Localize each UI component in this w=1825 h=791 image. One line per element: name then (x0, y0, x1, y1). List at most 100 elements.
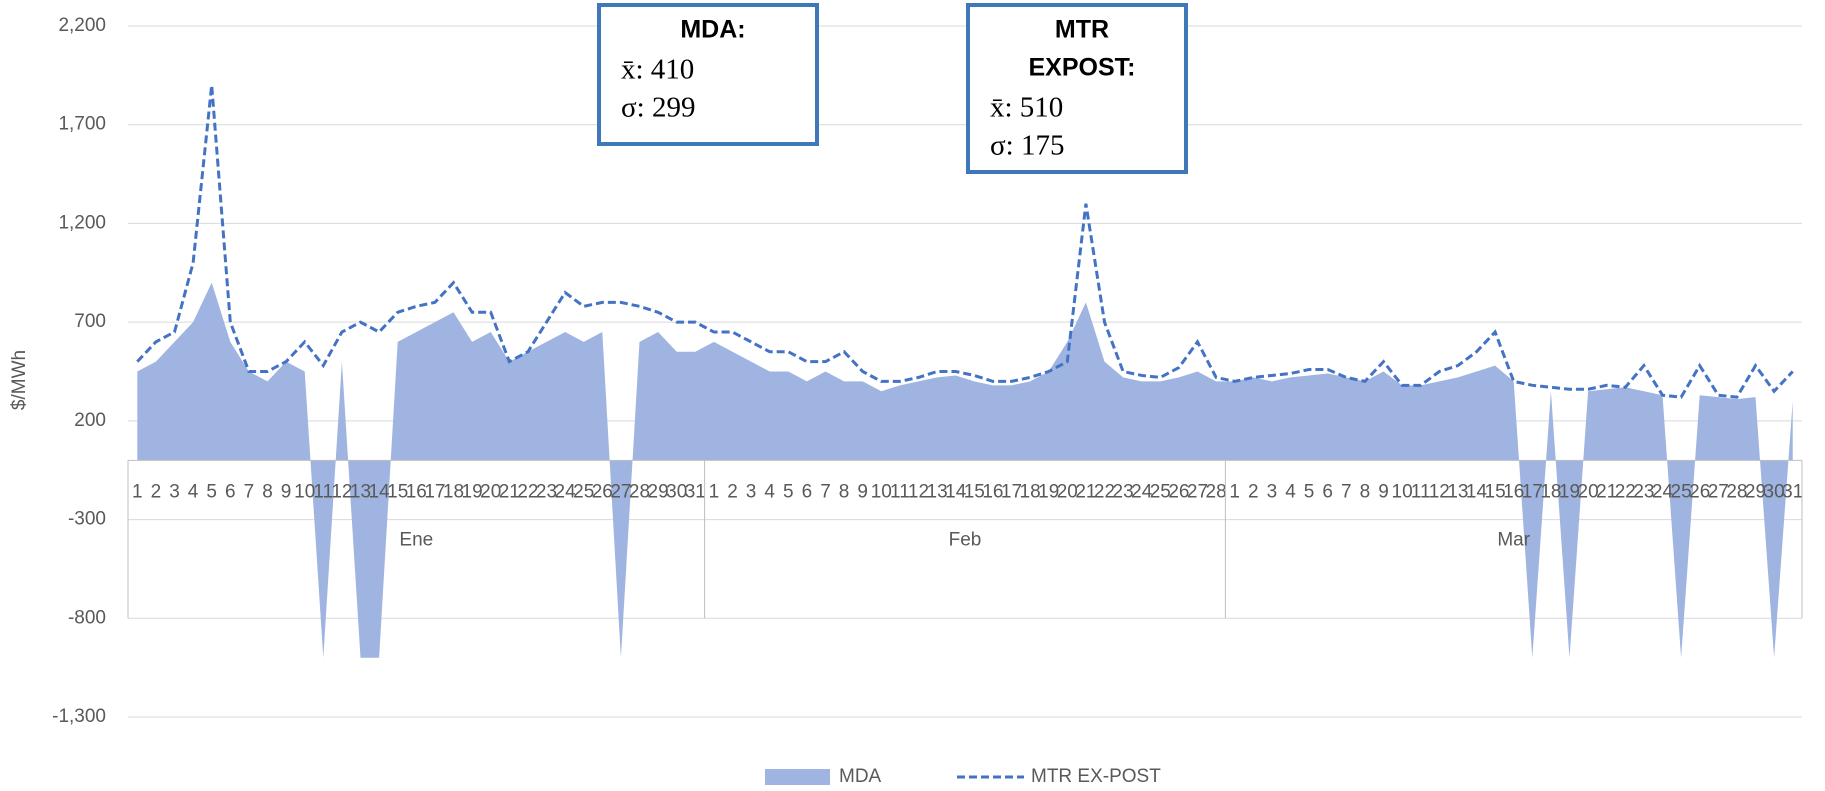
x-tick-label: 21 (499, 481, 520, 502)
x-tick-label: 5 (1304, 481, 1315, 502)
x-tick-label: 10 (871, 481, 892, 502)
x-tick-label: 23 (536, 481, 557, 502)
x-tick-label: 6 (802, 481, 813, 502)
x-tick-label: 8 (839, 481, 850, 502)
x-tick-label: 18 (443, 481, 464, 502)
x-tick-label: 1 (709, 481, 720, 502)
annotation-line: σ: 175 (990, 130, 1064, 162)
x-tick-label: 31 (685, 481, 706, 502)
x-tick-label: 17 (1522, 481, 1543, 502)
x-tick-label: 24 (1131, 481, 1153, 502)
x-tick-label: 12 (1429, 481, 1450, 502)
x-tick-label: 22 (1615, 481, 1636, 502)
x-tick-label: 28 (1726, 481, 1747, 502)
x-tick-label: 13 (350, 481, 371, 502)
x-tick-label: 15 (1485, 481, 1506, 502)
x-tick-label: 26 (1168, 481, 1189, 502)
x-tick-label: 7 (244, 481, 255, 502)
x-tick-label: 4 (764, 481, 775, 502)
x-tick-label: 16 (982, 481, 1003, 502)
x-tick-label: 19 (1038, 481, 1059, 502)
y-axis-title: $/MWh (9, 350, 30, 410)
x-tick-label: 13 (1447, 481, 1468, 502)
x-tick-label: 8 (262, 481, 273, 502)
x-tick-label: 13 (927, 481, 948, 502)
x-tick-label: 21 (1596, 481, 1617, 502)
x-tick-label: 29 (648, 481, 669, 502)
y-tick-label: 2,200 (58, 15, 106, 36)
y-tick-label: 1,700 (58, 114, 106, 135)
y-tick-label: 1,200 (58, 212, 106, 233)
x-tick-label: 9 (281, 481, 292, 502)
x-tick-label: 4 (1285, 481, 1296, 502)
x-tick-label: 26 (592, 481, 613, 502)
legend-swatch (765, 769, 830, 785)
x-tick-label: 28 (629, 481, 650, 502)
x-tick-label: 21 (1075, 481, 1096, 502)
x-tick-label: 25 (1150, 481, 1171, 502)
x-tick-label: 23 (1633, 481, 1654, 502)
line (136, 85, 1794, 399)
x-tick-label: 14 (369, 481, 391, 502)
x-tick-label: 19 (1559, 481, 1580, 502)
x-tick-label: 24 (555, 481, 577, 502)
x-group-label: Ene (399, 529, 433, 550)
x-tick-label: 5 (783, 481, 794, 502)
x-tick-label: 30 (1764, 481, 1785, 502)
x-tick-label: 23 (1113, 481, 1134, 502)
x-tick-label: 10 (1392, 481, 1413, 502)
x-tick-label: 11 (313, 481, 333, 502)
x-tick-label: 18 (1540, 481, 1561, 502)
annotation-line: σ: 299 (621, 92, 695, 124)
x-tick-label: 26 (1689, 481, 1710, 502)
x-tick-label: 6 (1322, 481, 1333, 502)
x-tick-label: 9 (1378, 481, 1389, 502)
x-tick-label: 19 (462, 481, 483, 502)
x-tick-label: 1 (132, 481, 143, 502)
x-tick-label: 7 (820, 481, 831, 502)
x-tick-label: 25 (1671, 481, 1692, 502)
annotation-box (597, 3, 819, 146)
x-tick-label: 27 (610, 481, 631, 502)
x-tick-label: 17 (424, 481, 445, 502)
x-group-label: Mar (1497, 529, 1530, 550)
x-tick-label: 2 (151, 481, 162, 502)
x-tick-label: 29 (1745, 481, 1766, 502)
annotation-title: MDA: (680, 16, 745, 44)
x-tick-label: 15 (387, 481, 408, 502)
x-tick-label: 22 (517, 481, 538, 502)
y-tick-label: 700 (74, 311, 106, 332)
x-tick-label: 3 (1267, 481, 1278, 502)
x-tick-label: 17 (1001, 481, 1022, 502)
x-tick-label: 11 (1411, 481, 1431, 502)
x-tick-label: 30 (666, 481, 687, 502)
x-tick-label: 27 (1708, 481, 1729, 502)
x-tick-label: 31 (1782, 481, 1803, 502)
x-tick-label: 20 (1578, 481, 1599, 502)
y-tick-label: -1,300 (52, 706, 106, 727)
x-tick-label: 2 (727, 481, 738, 502)
annotation-title: MTR (1055, 16, 1109, 44)
x-tick-label: 14 (945, 481, 967, 502)
y-tick-label: 200 (74, 410, 106, 431)
x-tick-label: 18 (1020, 481, 1041, 502)
x-tick-label: 20 (1057, 481, 1078, 502)
annotation-title: EXPOST: (1029, 54, 1136, 82)
x-tick-label: 3 (746, 481, 757, 502)
x-tick-label: 9 (857, 481, 868, 502)
area (137, 282, 1793, 658)
x-tick-label: 10 (294, 481, 315, 502)
x-tick-label: 16 (406, 481, 427, 502)
x-tick-label: 3 (169, 481, 180, 502)
annotation-line: x̄: 510 (990, 92, 1063, 124)
legend-label: MDA (839, 766, 882, 787)
x-tick-label: 16 (1503, 481, 1524, 502)
x-tick-label: 2 (1248, 481, 1259, 502)
x-tick-label: 12 (331, 481, 352, 502)
y-tick-label: -300 (68, 509, 106, 530)
x-tick-label: 4 (188, 481, 199, 502)
x-tick-label: 11 (890, 481, 910, 502)
legend-label: MTR EX-POST (1031, 766, 1161, 787)
x-tick-label: 20 (480, 481, 501, 502)
x-tick-label: 7 (1341, 481, 1352, 502)
